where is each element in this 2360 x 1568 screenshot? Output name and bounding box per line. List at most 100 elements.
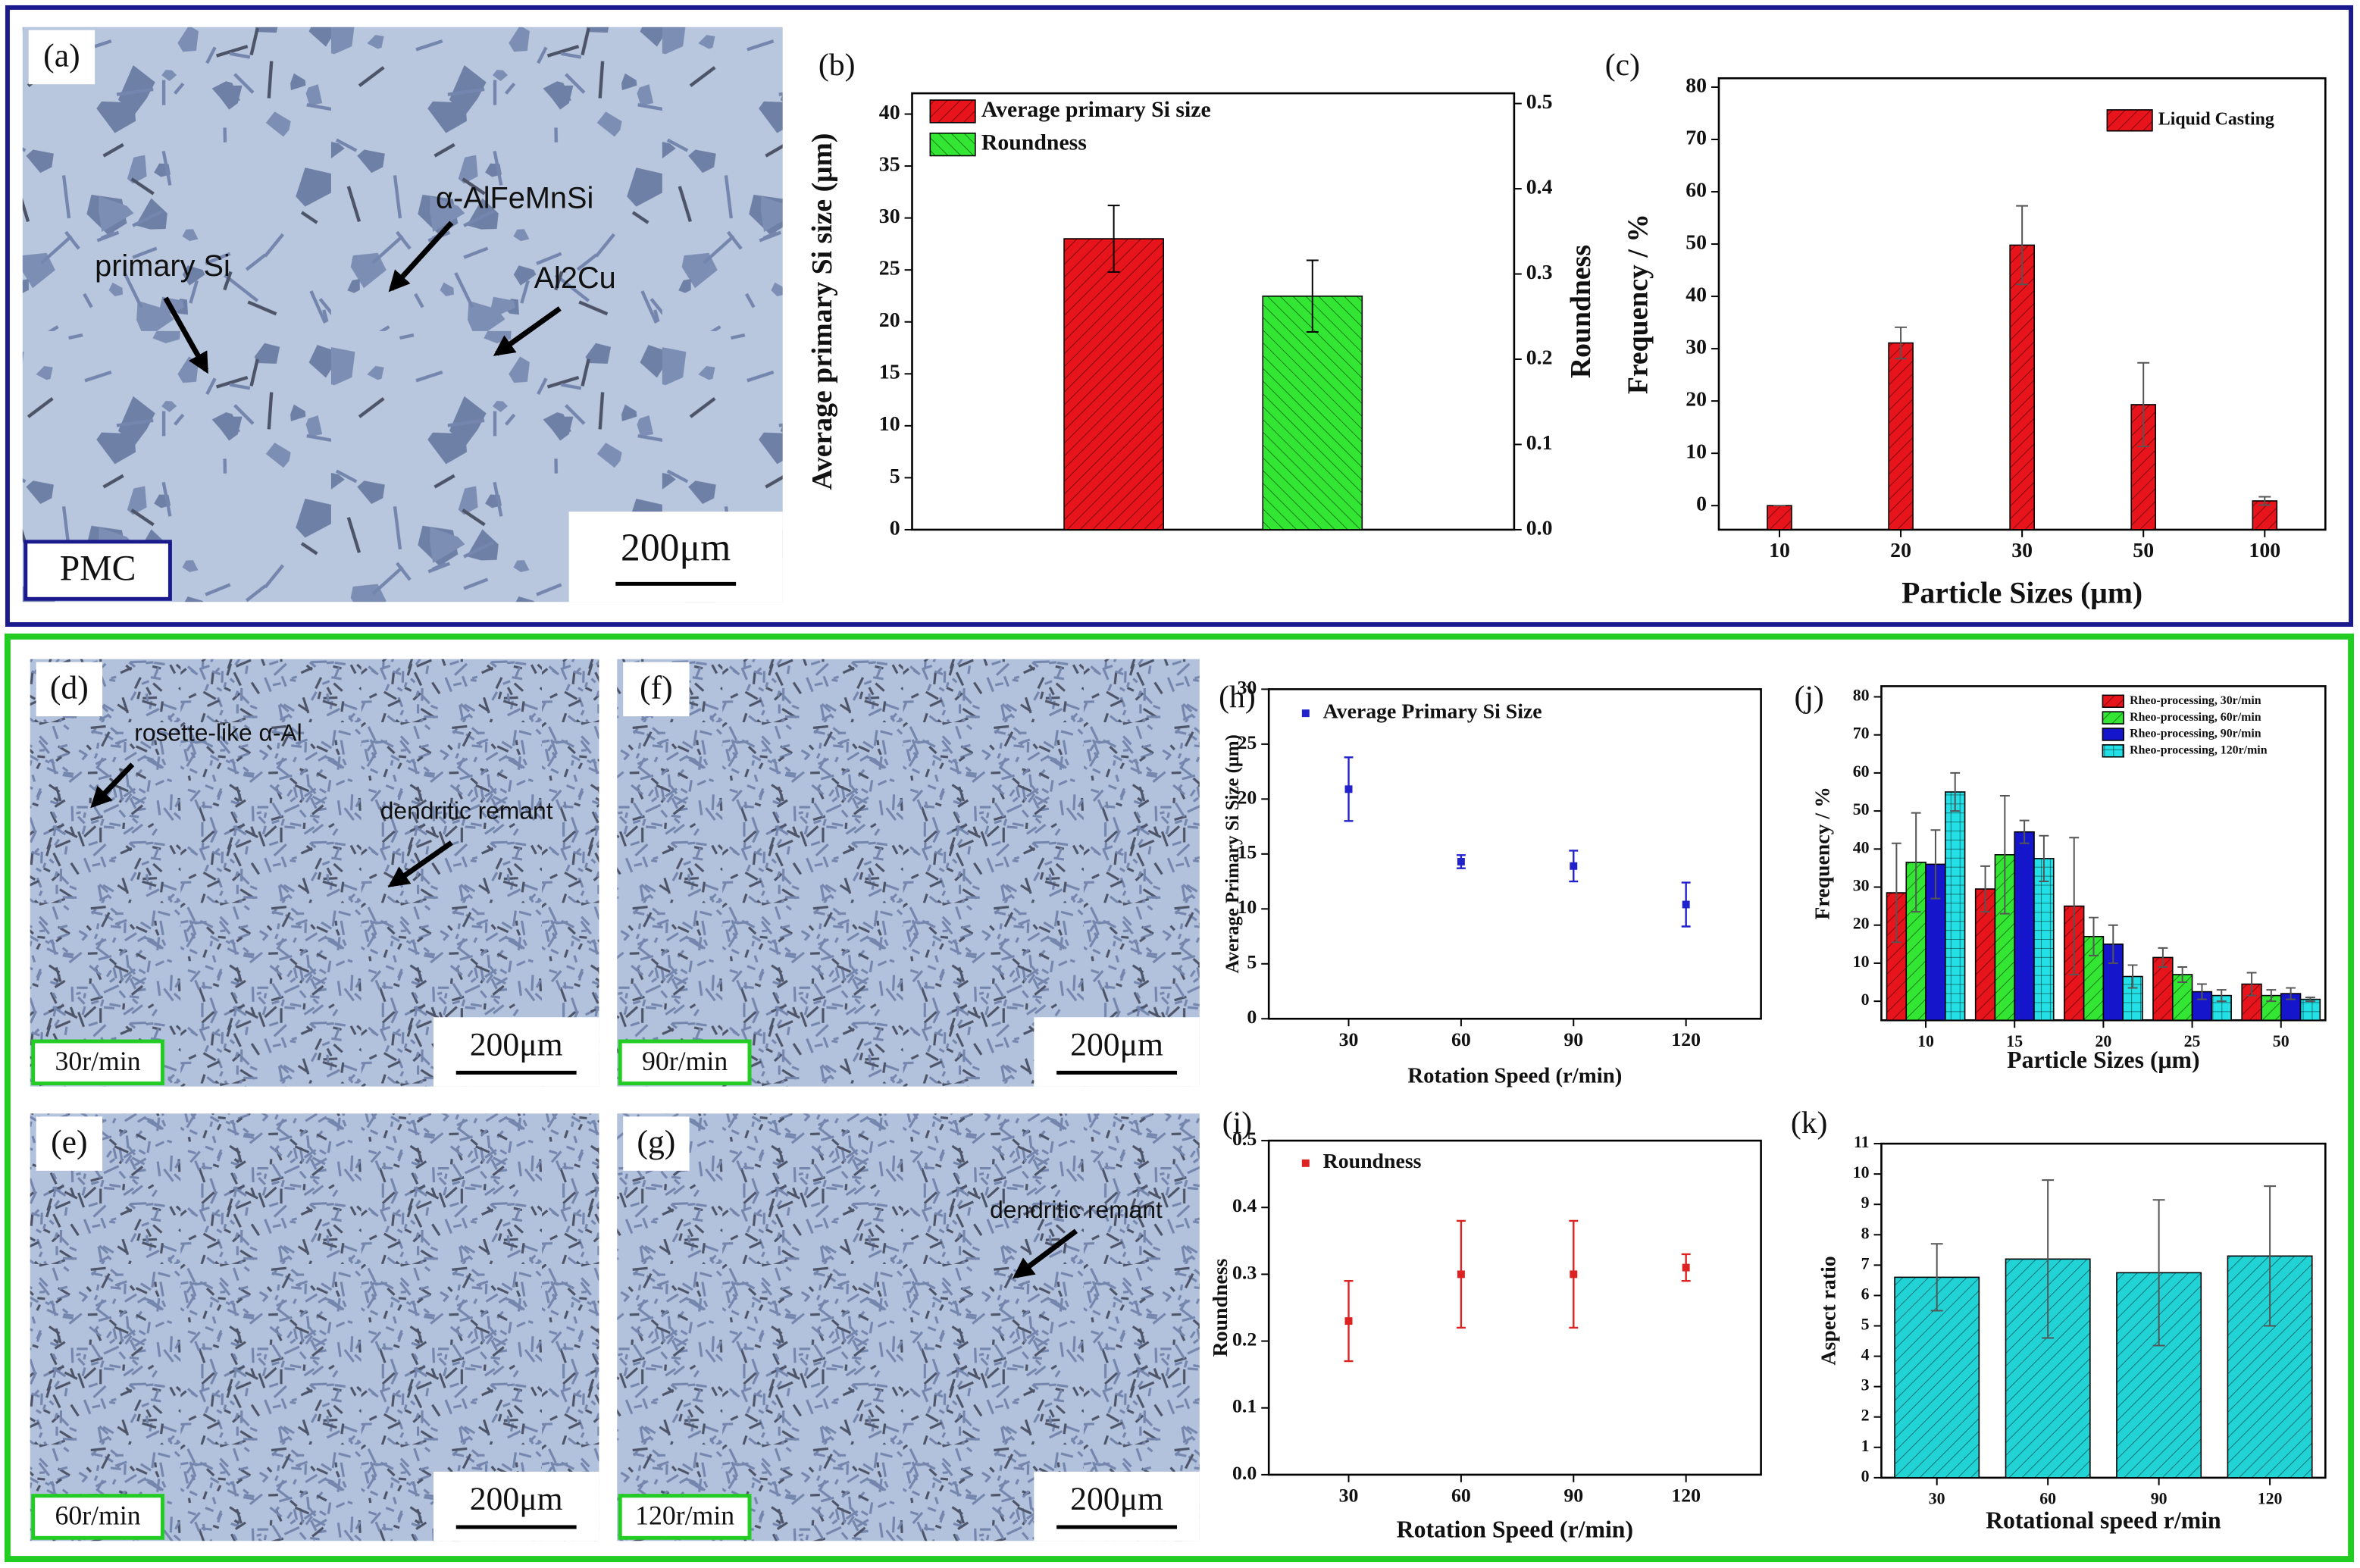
legend-marker [1301, 709, 1310, 718]
legend-swatch [929, 132, 976, 157]
y-axis-label: Average primary Si size (μm) [806, 133, 838, 490]
scale-bar-bg [568, 512, 783, 602]
x-tick-label: 120 [1671, 1485, 1701, 1507]
scale-bar-bg [433, 1471, 599, 1541]
error-bar [2246, 972, 2257, 997]
error-bar [2108, 924, 2118, 964]
error-bar [2016, 205, 2029, 286]
y-tick-label: 30 [879, 205, 900, 228]
scale-bar-label: 200μm [1070, 1026, 1163, 1063]
legend-label: Rheo-processing, 30r/min [2130, 694, 2261, 707]
point [1457, 858, 1465, 865]
error-bar [2019, 819, 2030, 844]
annotation-arrow [163, 296, 209, 374]
scale-bar-bg [1034, 1471, 1200, 1541]
error-bar [1930, 1243, 1943, 1312]
annotation-arrow [493, 306, 562, 356]
annotation-arrow [1013, 1228, 1078, 1279]
x-tick-label: 50 [2273, 1032, 2290, 1050]
panel-label: (i) [1222, 1106, 1252, 1141]
bar [2009, 244, 2035, 530]
bar [2014, 831, 2035, 1022]
y-tick-label: 7 [1861, 1254, 1870, 1272]
x-tick-label: 100 [2249, 539, 2280, 562]
panel-label-bg [623, 1116, 690, 1171]
y-tick-label: 1 [1861, 1437, 1870, 1455]
legend-swatch [2102, 694, 2124, 709]
x-tick-label: 120 [1671, 1028, 1701, 1050]
bar [2299, 998, 2321, 1022]
panel-label: (d) [50, 669, 89, 706]
x-axis-label: Particle Sizes (μm) [1901, 576, 2142, 609]
y-tick-label: 60 [1685, 178, 1707, 202]
legend-swatch [2102, 711, 2124, 725]
error-bar [2089, 916, 2099, 956]
y-tick-label: 10 [1237, 896, 1257, 918]
y-axis-label: Frequency / % [1622, 214, 1654, 394]
panel-label: (b) [818, 48, 856, 83]
y-axis-label: Roundness [1209, 1258, 1232, 1357]
y-tick-label: 10 [879, 412, 900, 436]
panel-label-bg [28, 30, 95, 85]
point [1682, 900, 1690, 909]
panel-label: (k) [1791, 1106, 1828, 1141]
micrograph [617, 659, 1200, 1087]
x-axis-label: Rotation Speed (r/min) [1407, 1063, 1622, 1088]
y-tick-label: 80 [1853, 687, 1870, 705]
y2-tick-label: 0.5 [1526, 90, 1553, 114]
x-tick-label: 50 [2133, 539, 2154, 562]
y-tick-label: 4 [1861, 1346, 1870, 1364]
error-bar [1930, 829, 1941, 900]
y-tick-label: 60 [1853, 762, 1870, 781]
legend-label: Roundness [981, 130, 1087, 155]
error-bar [1107, 205, 1120, 273]
x-tick-label: 120 [2258, 1490, 2283, 1508]
y-tick-label: 30 [1237, 676, 1257, 698]
panel-label: (a) [43, 37, 80, 74]
annotation: primary Si [95, 249, 230, 283]
x-tick-label: 30 [1339, 1485, 1359, 1507]
panel-label: (g) [637, 1124, 675, 1160]
scale-bar-label: 200μm [1070, 1481, 1163, 1517]
micrograph [22, 27, 783, 602]
legend-marker [1301, 1159, 1310, 1167]
scale-bar-label: 200μm [621, 526, 731, 569]
error-bar [1950, 771, 1961, 812]
x-tick-label: 30 [2011, 539, 2033, 562]
legend-swatch [2102, 744, 2124, 758]
annotation: rosette-like α-Al [134, 718, 302, 746]
annotation: dendritic remant [990, 1196, 1163, 1223]
y-tick-label: 15 [1237, 841, 1257, 863]
y-tick-label: 20 [1685, 388, 1707, 412]
error-bar [1980, 865, 1991, 913]
y-tick-label: 9 [1861, 1194, 1870, 1212]
y-tick-label: 0.4 [1232, 1194, 1257, 1216]
annotation: dendritic remant [380, 797, 553, 825]
plot-frame [911, 92, 1516, 531]
bar [1767, 505, 1792, 530]
error-bar [2216, 989, 2227, 1003]
y-axis-label: Average Primary Si Size (μm) [1222, 734, 1243, 973]
error-bar [2127, 964, 2138, 989]
bar [1262, 295, 1363, 530]
y-tick-label: 50 [1853, 800, 1870, 818]
x-tick-label: 10 [1769, 539, 1790, 562]
y-tick-label: 20 [879, 308, 900, 332]
y-tick-label: 25 [1237, 731, 1257, 753]
y-tick-label: 10 [1853, 1163, 1870, 1181]
y-tick-label: 8 [1861, 1224, 1870, 1242]
plot-frame [1880, 1142, 2327, 1479]
error-bar [2177, 966, 2188, 984]
legend-swatch [929, 99, 976, 124]
y-tick-label: 0 [1861, 991, 1870, 1009]
y-tick-label: 0.5 [1232, 1128, 1257, 1150]
y-tick-label: 25 [879, 257, 900, 280]
y-tick-label: 3 [1861, 1376, 1870, 1394]
bar [1888, 342, 1914, 530]
bar [2227, 1255, 2313, 1479]
error-bar [1999, 795, 2010, 915]
panel-label: (e) [51, 1124, 87, 1160]
y-tick-label: 0.3 [1232, 1261, 1257, 1283]
y2-tick-label: 0.0 [1526, 516, 1553, 540]
